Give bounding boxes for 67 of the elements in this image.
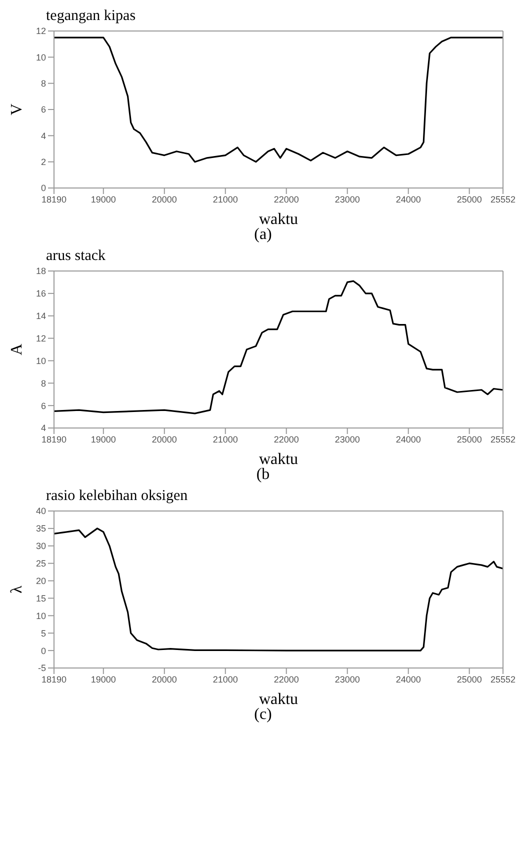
x-tick-label: 23000	[334, 674, 360, 684]
y-tick-label: 6	[40, 104, 46, 115]
y-tick-label: 2	[40, 157, 46, 168]
y-tick-label: 20	[36, 576, 46, 586]
text: (b	[255, 466, 271, 484]
x-tick-label: 23000	[334, 194, 360, 204]
y-axis-title: V	[8, 103, 26, 116]
x-tick-label: 19000	[90, 194, 116, 204]
x-tick-label: 18190	[41, 194, 67, 204]
x-tick-label: 23000	[334, 434, 360, 444]
text: (a)	[253, 226, 273, 244]
x-tick-label: 22000	[274, 434, 299, 444]
x-tick-label: 18190	[41, 434, 67, 444]
line-series	[54, 528, 503, 652]
x-tick-label: 22000	[274, 194, 299, 204]
y-tick-label: 8	[40, 378, 46, 388]
y-tick-label: 4	[40, 130, 46, 141]
x-tick-label: 19000	[90, 434, 116, 444]
y-tick-label: 0	[40, 646, 46, 656]
x-tick-label: 18190	[41, 674, 67, 684]
y-tick-label: 14	[36, 311, 46, 322]
y-tick-label: -5	[38, 663, 46, 674]
chart-title: rasio kelebihan oksigen	[46, 488, 189, 506]
y-axis-title: λ	[8, 585, 26, 594]
x-tick-label: 22000	[274, 674, 299, 684]
x-tick-label: 20000	[152, 674, 177, 684]
x-tick-label: 25552	[490, 434, 516, 444]
text: (c)	[253, 706, 273, 724]
x-tick-label: 25000	[456, 194, 482, 204]
y-tick-label: 8	[40, 78, 46, 89]
x-tick-label: 24000	[396, 194, 421, 204]
x-axis-title: waktu	[258, 451, 298, 468]
x-tick-label: 25552	[490, 674, 516, 684]
y-tick-label: 10	[36, 610, 46, 621]
x-tick-label: 25000	[456, 434, 482, 444]
y-tick-label: 15	[36, 593, 46, 604]
x-tick-label: 19000	[90, 674, 116, 684]
y-axis-title: A	[8, 343, 26, 356]
y-tick-label: 18	[36, 266, 46, 276]
y-tick-label: 12	[36, 333, 46, 344]
chart-title: arus stack	[46, 248, 107, 266]
x-tick-label: 21000	[212, 674, 238, 684]
x-tick-label: 21000	[212, 194, 238, 204]
chart-title: tegangan kipas	[46, 8, 137, 26]
x-tick-label: 25552	[490, 194, 516, 204]
x-axis-title: waktu	[258, 691, 298, 708]
line-series	[54, 280, 503, 414]
x-tick-label: 25000	[456, 674, 482, 684]
y-tick-label: 5	[40, 628, 46, 638]
y-tick-label: 4	[40, 423, 46, 434]
x-tick-label: 24000	[396, 434, 421, 444]
y-tick-label: 10	[36, 356, 46, 366]
y-tick-label: 16	[36, 288, 46, 299]
y-tick-label: 25	[36, 558, 46, 569]
y-tick-label: 10	[36, 52, 46, 62]
y-tick-label: 30	[36, 541, 46, 552]
y-tick-label: 6	[40, 400, 46, 411]
x-tick-label: 20000	[152, 434, 177, 444]
x-tick-label: 24000	[396, 674, 421, 684]
line-series	[54, 36, 503, 163]
x-axis-title: waktu	[258, 211, 298, 228]
y-tick-label: 0	[40, 183, 46, 194]
y-tick-label: 40	[36, 506, 46, 516]
x-tick-label: 21000	[212, 434, 238, 444]
x-tick-label: 20000	[152, 194, 177, 204]
y-tick-label: 35	[36, 524, 46, 534]
y-tick-label: 12	[36, 26, 46, 36]
